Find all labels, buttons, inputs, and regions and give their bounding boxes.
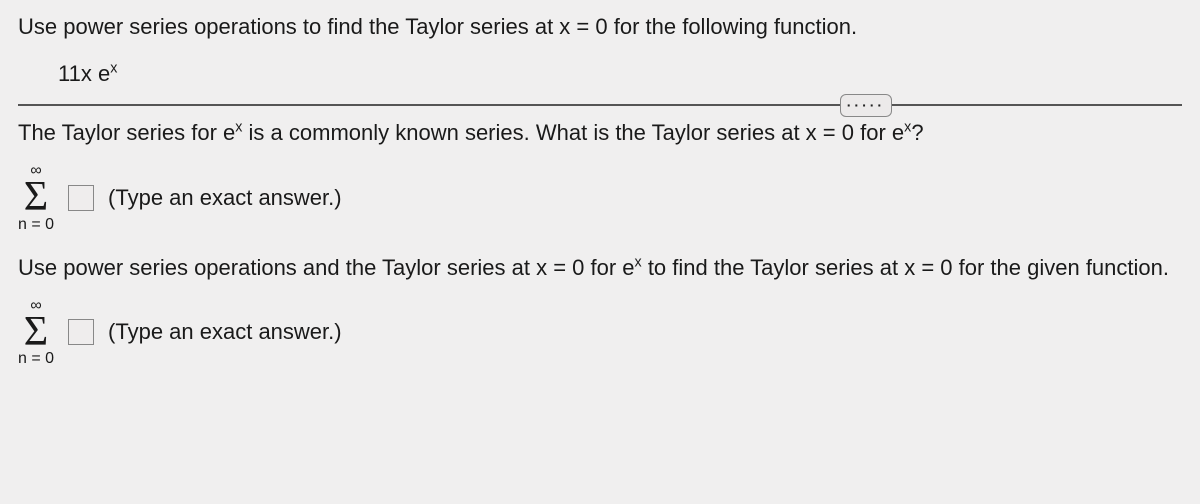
q2-base: e [223,120,235,145]
known-series-question: The Taylor series for ex is a commonly k… [18,116,1182,149]
operations-instruction: Use power series operations and the Tayl… [18,251,1182,284]
expr-coeff: 11x [58,61,92,86]
sigma-1: Σ [24,181,48,215]
q2-pre: The Taylor series for [18,120,223,145]
hint-text-2: (Type an exact answer.) [108,319,342,345]
q2-base2: e [892,120,904,145]
q2-for: for [860,120,892,145]
hint-button[interactable]: ····· [840,94,892,117]
sigma-symbol-1: ∞ Σ n = 0 [18,163,54,233]
intro-text: Use power series operations to find the … [18,14,857,39]
hint-text-1: (Type an exact answer.) [108,185,342,211]
expr-base: e [98,61,110,86]
question-intro: Use power series operations to find the … [18,10,1182,43]
sigma-symbol-2: ∞ Σ n = 0 [18,298,54,368]
answer-input-1[interactable] [68,185,94,211]
sigma-2: Σ [24,316,48,350]
function-expression: 11x ex [18,57,1182,90]
summation-1: ∞ Σ n = 0 (Type an exact answer.) [18,163,1182,233]
sum-bot-1: n = 0 [18,217,54,233]
q2-qmark: ? [911,120,923,145]
answer-input-2[interactable] [68,319,94,345]
q2-zero: 0 [842,120,854,145]
q2-mid: is a commonly known series. What is the … [242,120,841,145]
separator-line [18,104,1182,106]
q3-base: e [622,255,634,280]
summation-2: ∞ Σ n = 0 (Type an exact answer.) [18,298,1182,368]
expr-exponent: x [110,61,117,77]
q3-post: to find the Taylor series at x = 0 for t… [642,255,1169,280]
q3-pre: Use power series operations and the Tayl… [18,255,622,280]
q3-exp: x [635,254,642,270]
sum-bot-2: n = 0 [18,351,54,367]
